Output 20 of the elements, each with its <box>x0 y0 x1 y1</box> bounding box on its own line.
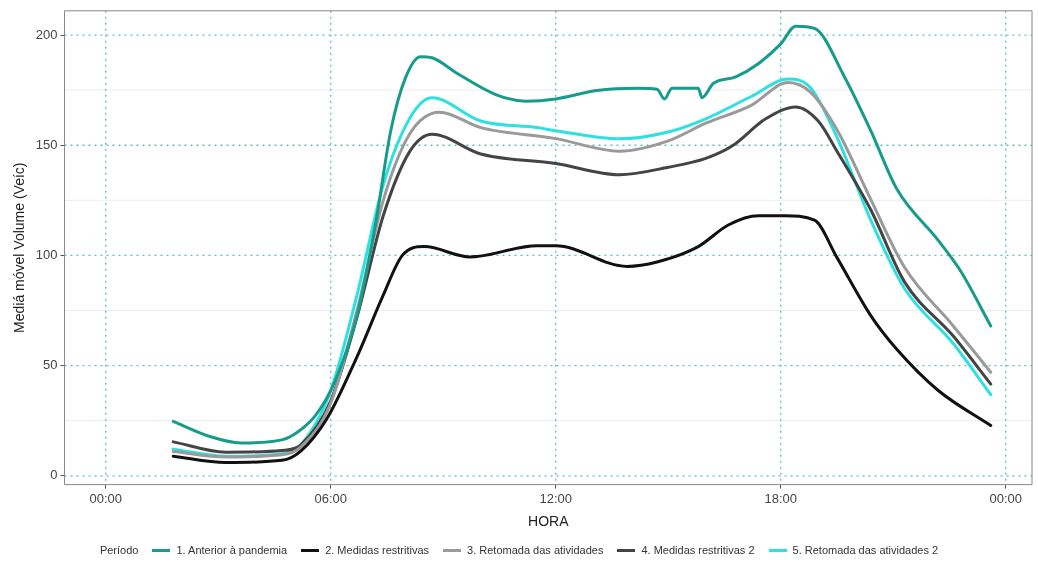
legend-label: 3. Retomada das atividades <box>467 544 604 556</box>
legend-label: 4. Medidas restritivas 2 <box>641 544 755 556</box>
x-tick-label: 06:00 <box>314 490 348 506</box>
x-tick-label: 00:00 <box>89 490 123 506</box>
legend-label: 5. Retomada das atividades 2 <box>792 544 939 556</box>
legend-label: 2. Medidas restritivas <box>325 544 430 556</box>
legend-label: 1. Anterior à pandemia <box>176 544 288 556</box>
x-axis-title: HORA <box>528 513 570 530</box>
y-tick-label: 150 <box>35 136 58 152</box>
line-series <box>171 24 993 445</box>
line-series <box>171 214 993 465</box>
y-tick-label: 0 <box>50 467 58 483</box>
y-tick-label: 50 <box>43 357 58 373</box>
legend-title: Período <box>99 544 139 556</box>
x-tick-label: 12:00 <box>539 490 573 506</box>
y-axis-title: Mediá móvel Volume (Veíc) <box>11 162 28 333</box>
x-tick-label: 00:00 <box>989 490 1023 506</box>
x-tick-label: 18:00 <box>764 490 798 506</box>
y-tick-label: 200 <box>35 26 58 42</box>
y-tick-label: 100 <box>35 246 58 262</box>
